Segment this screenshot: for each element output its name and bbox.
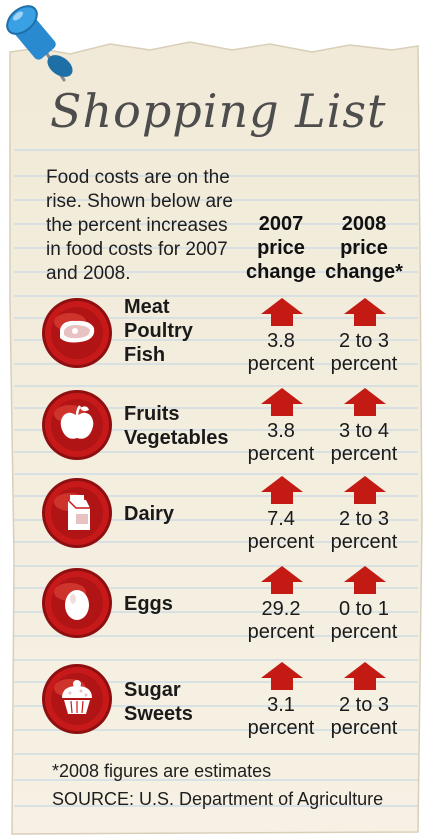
source-credit: SOURCE: U.S. Department of Agriculture xyxy=(52,789,384,809)
steak-icon xyxy=(42,298,112,368)
category-label: Meat Poultry Fish xyxy=(124,296,193,366)
column-header-2008: 2008 price change* xyxy=(325,213,403,283)
value-2007: 3.8 percent xyxy=(247,420,315,465)
intro-text: Food costs are on the rise. Shown below … xyxy=(46,167,233,284)
category-label: Dairy xyxy=(124,503,175,525)
push-pin-icon xyxy=(6,5,73,82)
apple-icon xyxy=(42,390,112,460)
cupcake-icon xyxy=(42,664,112,734)
increase-arrow-icon xyxy=(261,298,303,326)
value-2007: 29.2 percent xyxy=(247,598,315,643)
increase-arrow-icon xyxy=(344,662,386,690)
increase-arrow-icon xyxy=(344,298,386,326)
column-header-2007: 2007 price change xyxy=(245,213,317,283)
category-label: Sugar Sweets xyxy=(124,679,193,725)
list-item-meat: Meat Poultry Fish 3.8 percent 2 to 3 perce… xyxy=(0,292,429,382)
list-item-sugar: Sugar Sweets 3.1 percent 2 to 3 percent xyxy=(0,658,429,748)
value-2007: 7.4 percent xyxy=(247,508,315,553)
list-item-dairy: Dairy 7.4 percent 2 to 3 percent xyxy=(0,472,429,562)
value-2007: 3.8 percent xyxy=(247,330,315,375)
increase-arrow-icon xyxy=(261,388,303,416)
list-item-fruits: Fruits Vegetables 3.8 percent 3 to 4 perce… xyxy=(0,384,429,474)
egg-icon xyxy=(42,568,112,638)
category-label: Fruits Vegetables xyxy=(124,403,229,449)
value-2008: 3 to 4 percent xyxy=(330,420,398,465)
list-item-eggs: Eggs 29.2 percent 0 to 1 percent xyxy=(0,562,429,652)
increase-arrow-icon xyxy=(261,476,303,504)
value-2008: 2 to 3 percent xyxy=(330,508,398,553)
value-2008: 2 to 3 percent xyxy=(330,330,398,375)
value-2008: 2 to 3 percent xyxy=(330,694,398,739)
increase-arrow-icon xyxy=(344,388,386,416)
category-label: Eggs xyxy=(124,593,173,615)
increase-arrow-icon xyxy=(261,662,303,690)
increase-arrow-icon xyxy=(344,476,386,504)
increase-arrow-icon xyxy=(344,566,386,594)
page-title: Shopping List xyxy=(50,84,387,138)
value-2007: 3.1 percent xyxy=(247,694,315,739)
footnote: *2008 figures are estimates xyxy=(52,761,272,781)
value-2008: 0 to 1 percent xyxy=(330,598,398,643)
increase-arrow-icon xyxy=(261,566,303,594)
milk-carton-icon xyxy=(42,478,112,548)
